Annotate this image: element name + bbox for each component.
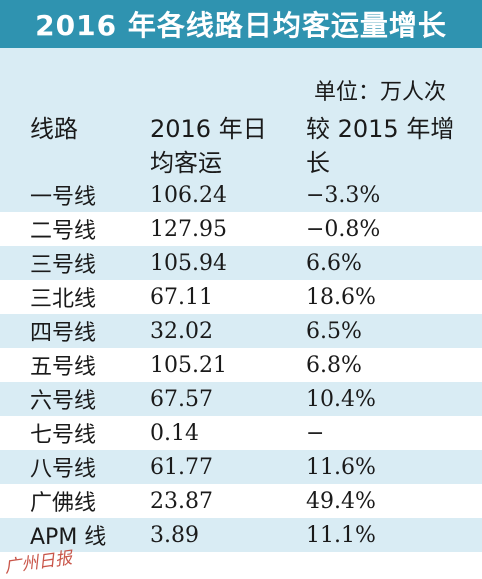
daily-ridership-cell: 61.77	[150, 454, 213, 480]
table-row: 四号线 32.02 6.5%	[0, 314, 482, 348]
daily-ridership-cell: 105.21	[150, 352, 227, 378]
growth-cell: 11.1%	[306, 522, 376, 548]
daily-ridership-cell: 105.94	[150, 250, 227, 276]
route-cell: 三号线	[30, 253, 97, 278]
route-cell: 二号线	[30, 219, 97, 244]
route-cell: 八号线	[30, 457, 97, 482]
table-row: 六号线 67.57 10.4%	[0, 382, 482, 416]
table-row: 五号线 105.21 6.8%	[0, 348, 482, 382]
table-row: APM 线 3.89 11.1%	[0, 518, 482, 552]
table-row: 二号线 127.95 −0.8%	[0, 212, 482, 246]
route-cell: 七号线	[30, 423, 97, 448]
daily-ridership-cell: 3.89	[150, 522, 199, 548]
route-cell: 一号线	[30, 185, 97, 210]
daily-ridership-cell: 106.24	[150, 182, 227, 208]
daily-ridership-cell: 127.95	[150, 216, 227, 242]
growth-cell: −3.3%	[306, 182, 381, 208]
route-cell: 四号线	[30, 321, 97, 346]
growth-cell: 6.8%	[306, 352, 362, 378]
growth-cell: 49.4%	[306, 488, 376, 514]
table-header: 单位：万人次 线路 2016 年日均客运 较 2015 年增长	[0, 48, 482, 178]
route-cell: APM 线	[30, 525, 107, 550]
table-row: 三北线 67.11 18.6%	[0, 280, 482, 314]
header-route: 线路	[30, 115, 78, 143]
growth-cell: 10.4%	[306, 386, 376, 412]
growth-cell: −	[306, 420, 325, 446]
route-cell: 三北线	[30, 287, 97, 312]
unit-note: 单位：万人次	[313, 80, 446, 105]
growth-cell: 18.6%	[306, 284, 376, 310]
daily-ridership-cell: 23.87	[150, 488, 213, 514]
table-row: 广佛线 23.87 49.4%	[0, 484, 482, 518]
daily-ridership-cell: 67.11	[150, 284, 213, 310]
table-title: 2016 年各线路日均客运量增长	[0, 0, 482, 48]
growth-cell: 6.6%	[306, 250, 362, 276]
table-row: 八号线 61.77 11.6%	[0, 450, 482, 484]
header-growth: 较 2015 年增长	[306, 115, 455, 177]
table-row: 一号线 106.24 −3.3%	[0, 178, 482, 212]
table-row: 七号线 0.14 −	[0, 416, 482, 450]
table-body: 一号线 106.24 −3.3% 二号线 127.95 −0.8% 三号线 105.94 6.6…	[0, 178, 482, 552]
growth-cell: 6.5%	[306, 318, 362, 344]
growth-cell: −0.8%	[306, 216, 381, 242]
daily-ridership-cell: 32.02	[150, 318, 213, 344]
route-cell: 广佛线	[30, 491, 97, 516]
daily-ridership-cell: 0.14	[150, 420, 199, 446]
table-row: 三号线 105.94 6.6%	[0, 246, 482, 280]
growth-cell: 11.6%	[306, 454, 376, 480]
route-cell: 六号线	[30, 389, 97, 414]
daily-ridership-cell: 67.57	[150, 386, 213, 412]
route-cell: 五号线	[30, 355, 97, 380]
header-daily-ridership: 2016 年日均客运	[150, 115, 267, 177]
